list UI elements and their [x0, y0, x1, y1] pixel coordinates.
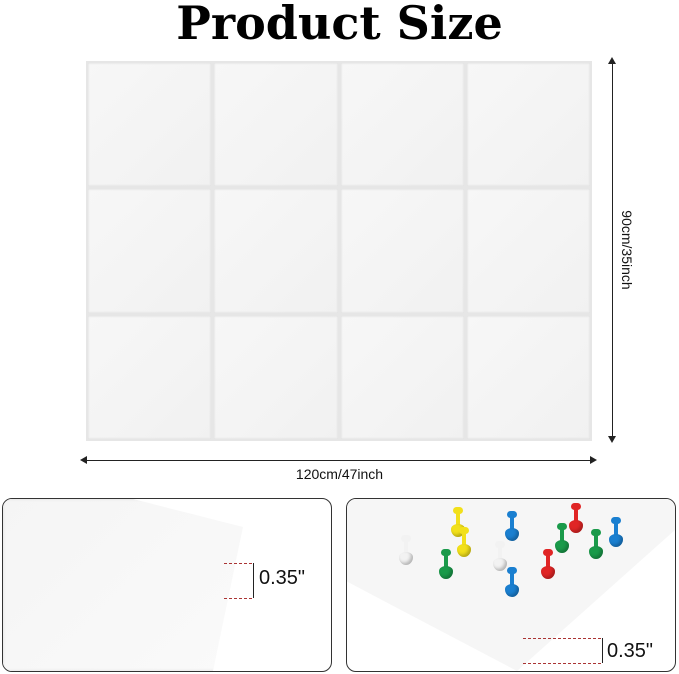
panel-tile	[88, 189, 212, 313]
panel-tile	[214, 315, 338, 439]
panel-tile	[214, 63, 338, 187]
panel-tile	[214, 189, 338, 313]
push-pin-blue	[609, 517, 623, 549]
panel-tile-grid	[86, 61, 592, 441]
width-arrow	[80, 456, 597, 464]
thickness-closeup-panel: 0.35"	[2, 498, 332, 672]
push-pin-green	[439, 549, 453, 581]
panel-tile	[340, 189, 464, 313]
push-pin-green	[589, 529, 603, 561]
height-label: 90cm/35inch	[619, 210, 635, 290]
push-pin-blue	[505, 567, 519, 599]
board-edge-image	[3, 499, 243, 671]
push-pin-red	[569, 503, 583, 535]
panel-tile	[88, 315, 212, 439]
panel-tile	[466, 315, 590, 439]
panel-tile	[466, 63, 590, 187]
thickness-label: 0.35"	[607, 640, 654, 662]
page-title: Product Size	[176, 0, 503, 50]
height-arrow	[608, 57, 616, 443]
width-label: 120cm/47inch	[295, 466, 384, 482]
push-pin-white	[493, 541, 507, 573]
pins-demo-panel: 0.35"	[346, 498, 676, 672]
push-pin-blue	[505, 511, 519, 543]
push-pin-yellow	[457, 527, 471, 559]
panel-tile	[340, 315, 464, 439]
panel-tile	[466, 189, 590, 313]
push-pin-red	[541, 549, 555, 581]
push-pin-green	[555, 523, 569, 555]
thickness-label: 0.35"	[259, 567, 306, 589]
push-pin-white	[399, 535, 413, 567]
panel-tile	[340, 63, 464, 187]
panel-tile	[88, 63, 212, 187]
